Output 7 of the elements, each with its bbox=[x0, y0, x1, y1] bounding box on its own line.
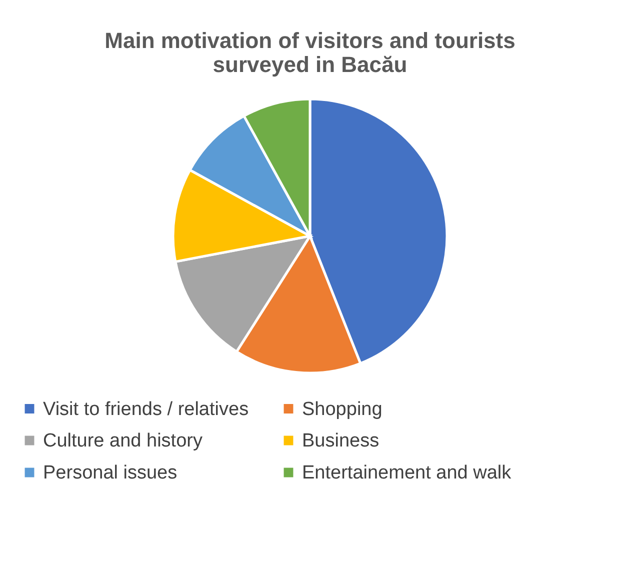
legend-label: Personal issues bbox=[43, 462, 178, 484]
legend-label: Shopping bbox=[302, 398, 382, 420]
legend-label: Entertainement and walk bbox=[302, 462, 512, 484]
chart-title: Main motivation of visitors and tourists surveyed in Bacău bbox=[104, 28, 516, 77]
legend-label: Culture and history bbox=[43, 430, 203, 452]
legend-label: Visit to friends / relatives bbox=[43, 398, 249, 420]
legend-label: Business bbox=[302, 430, 380, 452]
